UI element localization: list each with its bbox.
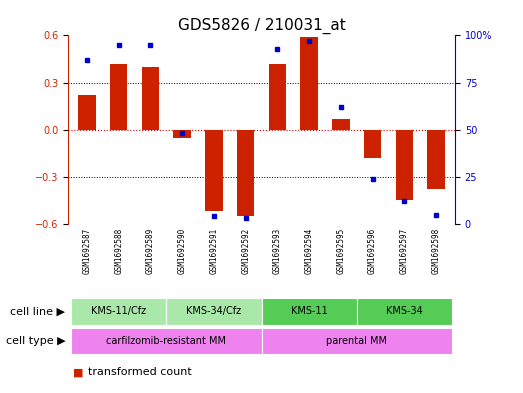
Bar [142, 67, 159, 130]
Bar [110, 64, 128, 130]
Text: GSM1692596: GSM1692596 [368, 228, 377, 274]
Bar [166, 298, 262, 325]
Text: GSM1692591: GSM1692591 [209, 228, 219, 274]
Text: cell line ▶: cell line ▶ [10, 307, 65, 316]
Text: GSM1692587: GSM1692587 [83, 228, 92, 274]
Bar [78, 95, 96, 130]
Bar [205, 130, 223, 211]
Text: GSM1692597: GSM1692597 [400, 228, 409, 274]
Text: GSM1692590: GSM1692590 [178, 228, 187, 274]
Text: transformed count: transformed count [88, 367, 191, 377]
Text: GSM1692592: GSM1692592 [241, 228, 250, 274]
Bar [262, 328, 452, 354]
Text: GSM1692593: GSM1692593 [273, 228, 282, 274]
Bar [71, 328, 262, 354]
Bar [174, 130, 191, 138]
Text: GSM1692594: GSM1692594 [304, 228, 314, 274]
Bar [427, 130, 445, 189]
Text: GSM1692595: GSM1692595 [336, 228, 345, 274]
Bar [237, 130, 254, 216]
Bar [357, 298, 452, 325]
Text: cell type ▶: cell type ▶ [6, 336, 65, 346]
Text: GSM1692588: GSM1692588 [114, 228, 123, 274]
Text: carfilzomib-resistant MM: carfilzomib-resistant MM [106, 336, 226, 346]
Bar [71, 298, 166, 325]
Title: GDS5826 / 210031_at: GDS5826 / 210031_at [178, 18, 345, 34]
Bar [364, 130, 381, 158]
Text: ■: ■ [73, 367, 84, 377]
Bar [300, 37, 318, 130]
Text: GSM1692598: GSM1692598 [431, 228, 440, 274]
Bar [332, 119, 349, 130]
Text: GSM1692589: GSM1692589 [146, 228, 155, 274]
Text: KMS-11/Cfz: KMS-11/Cfz [91, 307, 146, 316]
Text: parental MM: parental MM [326, 336, 387, 346]
Text: KMS-11: KMS-11 [291, 307, 327, 316]
Bar [262, 298, 357, 325]
Bar [395, 130, 413, 200]
Text: KMS-34: KMS-34 [386, 307, 423, 316]
Text: KMS-34/Cfz: KMS-34/Cfz [186, 307, 242, 316]
Bar [269, 64, 286, 130]
